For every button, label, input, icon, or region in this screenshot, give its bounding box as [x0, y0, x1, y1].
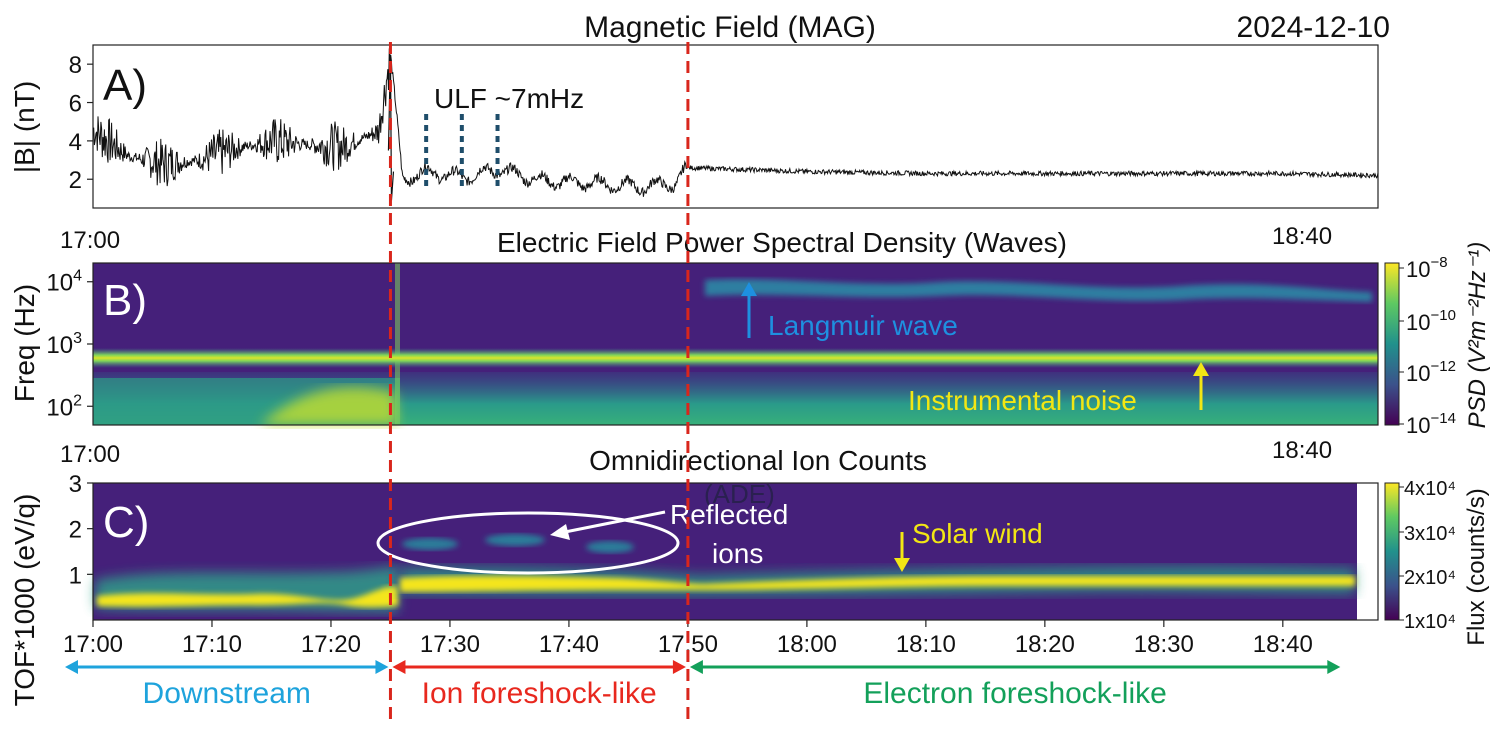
psd-spectrogram [92, 262, 1379, 426]
ion-reflected-blob-2 [485, 534, 545, 546]
panel-a-frame [92, 44, 1379, 209]
panel-b: Electric Field Power Spectral Density (W… [9, 227, 1491, 468]
psd-colorbar-tick-label: 10−12 [1406, 358, 1456, 386]
region-arrows: Downstream Ion foreshock-like Electron for… [65, 660, 1341, 710]
panel-a-ytick-label: 4 [69, 129, 82, 156]
panel-b-title: Electric Field Power Spectral Density (W… [497, 227, 1067, 258]
ion-colorbar-label: Flux (counts/s) [1463, 488, 1490, 645]
panel-c-xtick-label: 18:10 [896, 631, 956, 658]
panel-b-xtick-right: 18:40 [1272, 437, 1332, 464]
panel-c-ytick-label: 3 [69, 471, 82, 498]
noise-annotation: Instrumental noise [908, 385, 1137, 416]
panel-a-title: Magnetic Field (MAG) [584, 11, 876, 44]
psd-langmuir-band [705, 279, 1372, 302]
ion-colorbar-tick-label: 2x10⁴ [1404, 567, 1456, 589]
ion-reflected-blob-3 [586, 541, 634, 553]
panel-a-label: A) [103, 61, 147, 110]
panel-c-xtick-label: 17:00 [63, 631, 123, 658]
panel-a-ytick-label: 8 [69, 52, 82, 79]
ion-colorbar [1384, 482, 1400, 621]
ion-colorbar-tick-label: 3x10⁴ [1404, 523, 1456, 545]
panel-b-yaxis: 102 103 104 [46, 268, 93, 421]
noise-arrowhead [1193, 362, 1209, 376]
region-label: Downstream [143, 677, 311, 710]
solar-wind-annotation: Solar wind [912, 518, 1043, 549]
panel-c-xtick-label: 17:20 [301, 631, 361, 658]
panel-c-label: C) [103, 498, 149, 547]
region-arrowhead-left [689, 660, 703, 674]
reflected-ions-arrowhead [550, 524, 570, 540]
region-arrowhead-right [375, 660, 389, 674]
region-arrowhead-left [65, 660, 78, 674]
reflected-annotation-line1: Reflected [670, 499, 788, 530]
ion-reflected-blob-1 [402, 538, 458, 550]
panel-a-yaxis: 2 4 6 8 [69, 52, 93, 194]
mag-field-series [92, 48, 1379, 197]
panel-c-subtitle: (ADE) [704, 479, 775, 509]
panel-a-ytick-label: 6 [69, 91, 82, 118]
solar-wind-arrowhead [894, 558, 910, 572]
panel-c-ytick-label: 1 [69, 562, 82, 589]
reflected-annotation-line2: ions [712, 538, 763, 569]
reflected-ions-ellipse [376, 511, 680, 575]
psd-spike-17-25 [395, 263, 400, 425]
psd-colorbar-tick-label: 10−14 [1406, 410, 1456, 438]
region-arrowhead-right [672, 660, 686, 674]
panel-c-xtick-label: 18:20 [1015, 631, 1075, 658]
ion-frame [92, 482, 1379, 621]
psd-colorbar-tick-label: 10−8 [1406, 254, 1448, 282]
ion-solar-wind-core [400, 575, 1355, 592]
region-label: Ion foreshock-like [422, 677, 657, 710]
panel-c-xtick-label: 18:00 [777, 631, 837, 658]
reflected-ions-arrow [564, 510, 666, 534]
langmuir-arrowhead [741, 282, 757, 296]
panel-b-ytick-label: 103 [46, 330, 82, 359]
panel-b-xtick-left: 17:00 [60, 441, 120, 468]
panel-a: Magnetic Field (MAG) 2024-12-10 A) |B| (… [9, 11, 1390, 254]
panel-a-ylabel: |B| (nT) [9, 81, 40, 173]
panel-c-yaxis: 1 2 3 [69, 471, 93, 589]
panel-c-ylabel: TOF*1000 (eV/q) [9, 494, 40, 707]
ion-colorbar-ticks: 4x10⁴ 3x10⁴ 2x10⁴ 1x10⁴ [1399, 478, 1456, 633]
psd-colorbar [1384, 262, 1400, 426]
panel-b-ylabel: Freq (Hz) [9, 284, 40, 402]
region-arrowhead-left [392, 660, 406, 674]
panel-a-xtick-right: 18:40 [1272, 223, 1332, 250]
panel-a-ytick-label: 2 [69, 167, 82, 194]
langmuir-annotation: Langmuir wave [768, 310, 958, 341]
panel-c-title: Omnidirectional Ion Counts [589, 445, 927, 476]
panel-b-label: B) [103, 276, 147, 325]
ion-blank-strip [1357, 483, 1378, 620]
ulf-annotation: ULF ~7mHz [434, 83, 584, 114]
ion-colorbar-tick-label: 4x10⁴ [1404, 478, 1456, 500]
panel-c-ytick-label: 2 [69, 517, 82, 544]
psd-colorbar-label: PSD (V²m⁻²Hz⁻¹) [1464, 242, 1491, 429]
panel-c-xtick-label: 18:30 [1134, 631, 1194, 658]
panel-c-xtick-label: 17:10 [182, 631, 242, 658]
panel-c-xtick-label: 17:30 [420, 631, 480, 658]
date-label: 2024-12-10 [1237, 11, 1390, 44]
psd-noise-line [93, 348, 1378, 368]
panel-b-ytick-label: 104 [46, 268, 82, 297]
panel-c-xtick-label: 17:40 [539, 631, 599, 658]
ion-colorbar-tick-label: 1x10⁴ [1404, 611, 1456, 633]
panel-b-ytick-label: 102 [46, 392, 82, 421]
ion-downstream-core [97, 585, 398, 608]
psd-downstream-hump [260, 387, 398, 425]
psd-colorbar-tick-label: 10−10 [1406, 307, 1456, 335]
region-arrowhead-right [1327, 660, 1341, 674]
panel-a-xtick-left: 17:00 [60, 227, 120, 254]
psd-colorbar-ticks: 10−8 10−10 10−12 10−14 [1399, 254, 1456, 438]
panel-c-xtick-label: 18:40 [1253, 631, 1313, 658]
ion-spectrogram: (ADE) [92, 479, 1379, 621]
region-label: Electron foreshock-like [863, 677, 1166, 710]
